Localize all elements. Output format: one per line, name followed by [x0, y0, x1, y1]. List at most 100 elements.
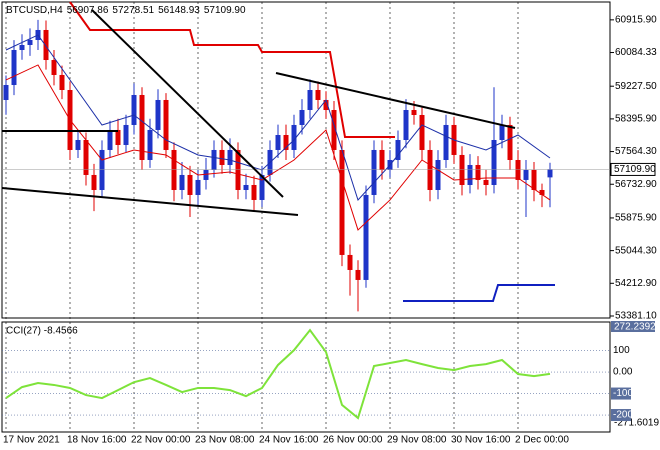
candle-body: [307, 90, 313, 111]
y-tick-label: 57564.30: [615, 146, 657, 157]
candle-body: [403, 110, 409, 140]
candle-body: [323, 99, 329, 111]
indicator-tick-label: 0.00: [613, 367, 633, 378]
trend-line: [91, 9, 284, 198]
candle-body: [483, 179, 489, 185]
x-tick-label: 22 Nov 00:00: [131, 435, 191, 446]
y-tick-label: 58395.90: [615, 114, 657, 125]
candle-body: [523, 169, 529, 180]
candle-body: [147, 129, 153, 160]
candle-body: [227, 149, 233, 165]
candle-body: [3, 85, 9, 100]
level-box: [611, 409, 631, 422]
marks: [2, 19, 610, 420]
candle-body: [243, 184, 249, 190]
y-tick-label: 55044.30: [615, 245, 657, 256]
candle-body: [131, 94, 137, 125]
candle-body: [251, 184, 257, 200]
candle-body: [203, 169, 209, 180]
grid: [2, 2, 614, 432]
x-tick-label: 2 Dec 00:00: [515, 435, 569, 446]
candle-body: [259, 174, 265, 200]
y-tick-label: 56732.90: [615, 179, 657, 190]
candle-body: [363, 194, 369, 280]
candle-body: [91, 174, 97, 190]
trend-line: [275, 72, 516, 129]
indicator-max: 272.2392: [614, 322, 656, 333]
trend-object: [403, 284, 555, 302]
candle-body: [299, 110, 305, 125]
candle-body: [355, 269, 361, 280]
candle-body: [211, 149, 217, 170]
candle-body: [443, 124, 449, 160]
header-close: 57109.90: [204, 5, 246, 16]
indicator-tick-label: -200: [613, 410, 633, 421]
candle-body: [547, 169, 553, 178]
y-tick-label: 55875.90: [615, 213, 657, 224]
indicator-line: [5, 328, 551, 420]
indicator-tick-label: 100: [613, 345, 630, 356]
candle-body: [123, 124, 129, 145]
x-tick-label: 17 Nov 2021: [3, 435, 60, 446]
candle-body: [235, 149, 241, 190]
y-tick-label: 53381.10: [615, 311, 657, 322]
candle-body: [11, 49, 17, 86]
symbol: BTCUSD,H4: [6, 5, 63, 16]
candle-body: [419, 114, 425, 150]
candle-body: [539, 189, 545, 195]
x-tick-label: 18 Nov 16:00: [67, 435, 127, 446]
candle-body: [59, 74, 65, 91]
candle-body: [331, 110, 337, 150]
candle-body: [195, 179, 201, 195]
candle-body: [531, 169, 537, 190]
candle-body: [395, 139, 401, 160]
header-low: 56148.93: [158, 5, 200, 16]
candle-body: [163, 99, 169, 150]
candle-body: [275, 135, 281, 150]
candle-body: [155, 99, 161, 130]
candle-body: [75, 139, 81, 150]
x-tick-label: 23 Nov 08:00: [195, 435, 255, 446]
y-tick-label: 59227.50: [615, 81, 657, 92]
candle-body: [499, 124, 505, 140]
indicator-title: CCI(27) -8.4566: [6, 326, 78, 337]
y-tick-label: 54212.90: [615, 278, 657, 289]
candle-body: [507, 124, 513, 160]
trend-object: [69, 1, 395, 138]
candle-body: [99, 149, 105, 190]
candle-body: [467, 164, 473, 185]
indicator-min: -271.6019: [614, 418, 659, 429]
candle-body: [51, 60, 57, 75]
max-box: [611, 321, 655, 332]
header: BTCUSD,H4 56907.86 57278.51 56148.93 57109.9…: [6, 5, 246, 16]
candle-body: [435, 160, 441, 190]
candle-body: [379, 149, 385, 170]
x-tick-label: 30 Nov 16:00: [451, 435, 511, 446]
indicator-frame: [1, 321, 611, 433]
candle-body: [139, 94, 145, 160]
candle-body: [171, 149, 177, 190]
candle-body: [187, 174, 193, 195]
candle-body: [19, 44, 25, 50]
candle-body: [459, 154, 465, 185]
y-tick-label: 60915.90: [615, 14, 657, 25]
x-tick-label: 29 Nov 08:00: [387, 435, 447, 446]
candle-body: [427, 149, 433, 190]
candle-body: [107, 129, 113, 150]
candle-body: [115, 129, 121, 145]
trend-line: [1, 187, 299, 216]
candle-body: [515, 160, 521, 180]
last-price-box: [610, 162, 656, 176]
header-open: 56907.86: [67, 5, 109, 16]
price-frame: [1, 1, 611, 319]
level-box: [611, 387, 631, 400]
moving-average: [5, 64, 551, 231]
last-price-label: 57109.90: [614, 164, 656, 175]
candle-body: [179, 174, 185, 190]
candle-body: [475, 164, 481, 180]
candle-body: [291, 124, 297, 150]
candle-body: [411, 110, 417, 115]
indicator-tick-label: -100: [613, 388, 633, 399]
